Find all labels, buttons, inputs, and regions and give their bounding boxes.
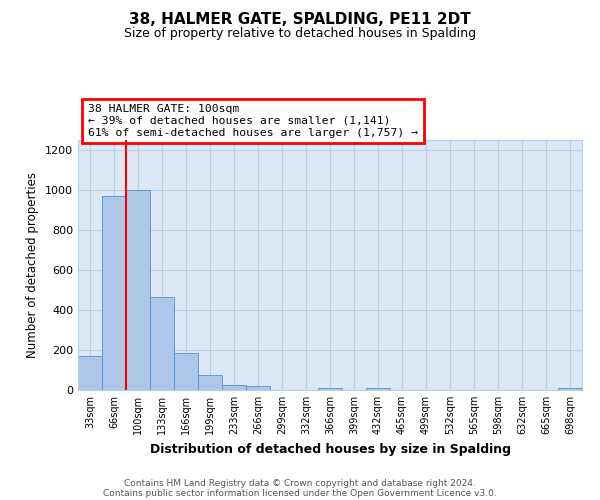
- Text: 38, HALMER GATE, SPALDING, PE11 2DT: 38, HALMER GATE, SPALDING, PE11 2DT: [129, 12, 471, 28]
- Bar: [318, 388, 342, 390]
- Bar: [102, 196, 126, 390]
- Bar: [150, 297, 174, 390]
- Y-axis label: Number of detached properties: Number of detached properties: [26, 172, 40, 358]
- Bar: [558, 388, 582, 390]
- Bar: [78, 356, 102, 390]
- X-axis label: Distribution of detached houses by size in Spalding: Distribution of detached houses by size …: [149, 442, 511, 456]
- Bar: [198, 375, 222, 390]
- Text: Contains HM Land Registry data © Crown copyright and database right 2024.: Contains HM Land Registry data © Crown c…: [124, 478, 476, 488]
- Bar: [246, 386, 270, 390]
- Bar: [126, 190, 150, 390]
- Bar: [174, 353, 198, 390]
- Text: 38 HALMER GATE: 100sqm
← 39% of detached houses are smaller (1,141)
61% of semi-: 38 HALMER GATE: 100sqm ← 39% of detached…: [88, 104, 418, 138]
- Bar: [222, 385, 246, 390]
- Bar: [366, 388, 390, 390]
- Text: Contains public sector information licensed under the Open Government Licence v3: Contains public sector information licen…: [103, 488, 497, 498]
- Text: Size of property relative to detached houses in Spalding: Size of property relative to detached ho…: [124, 28, 476, 40]
